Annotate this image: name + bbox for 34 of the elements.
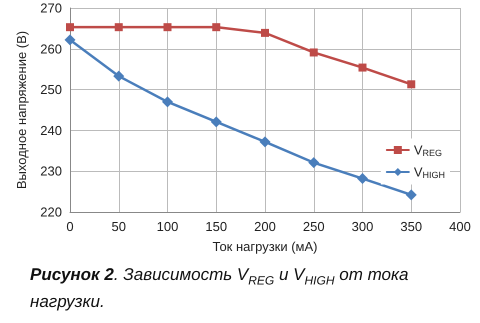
text: Рисунок 2. Зависимость V$_{REG}$ и V$_{HIGH}$ от тока нагрузки. bbox=[30, 265, 408, 312]
point bbox=[358, 64, 366, 72]
x-tick-label: 300 bbox=[352, 219, 374, 234]
point bbox=[210, 116, 222, 128]
point bbox=[407, 80, 416, 88]
x-tick-label: 50 bbox=[112, 219, 126, 234]
point bbox=[162, 96, 173, 108]
point bbox=[66, 23, 74, 32]
point bbox=[212, 23, 220, 32]
y-axis-title: Выходное напряжение (В) bbox=[14, 30, 29, 190]
x-tick-label: 100 bbox=[156, 219, 178, 234]
y-tick-label: 230 bbox=[40, 164, 62, 179]
x-tick-label: 150 bbox=[205, 219, 228, 234]
point bbox=[261, 28, 269, 37]
point bbox=[308, 157, 320, 168]
point bbox=[406, 189, 417, 200]
x-axis-title: Ток нагрузки (мА) bbox=[212, 239, 318, 254]
y-tick-label: 220 bbox=[40, 204, 62, 220]
x-tick-label: 350 bbox=[400, 219, 422, 234]
point bbox=[164, 23, 172, 32]
point bbox=[260, 136, 270, 148]
point bbox=[310, 48, 318, 56]
y-tick-label: 260 bbox=[40, 41, 62, 56]
point bbox=[64, 34, 76, 46]
y-tick-label: 240 bbox=[40, 122, 62, 138]
point bbox=[113, 70, 124, 82]
x-tick-label: 200 bbox=[254, 219, 276, 234]
x-tick-label: 250 bbox=[302, 219, 325, 234]
point bbox=[357, 173, 368, 184]
x-tick-label: 400 bbox=[449, 219, 471, 234]
y-tick-label: 250 bbox=[40, 82, 62, 98]
y-tick-label: 270 bbox=[40, 0, 62, 16]
point bbox=[114, 23, 123, 32]
x-tick-label: 0 bbox=[66, 219, 74, 234]
